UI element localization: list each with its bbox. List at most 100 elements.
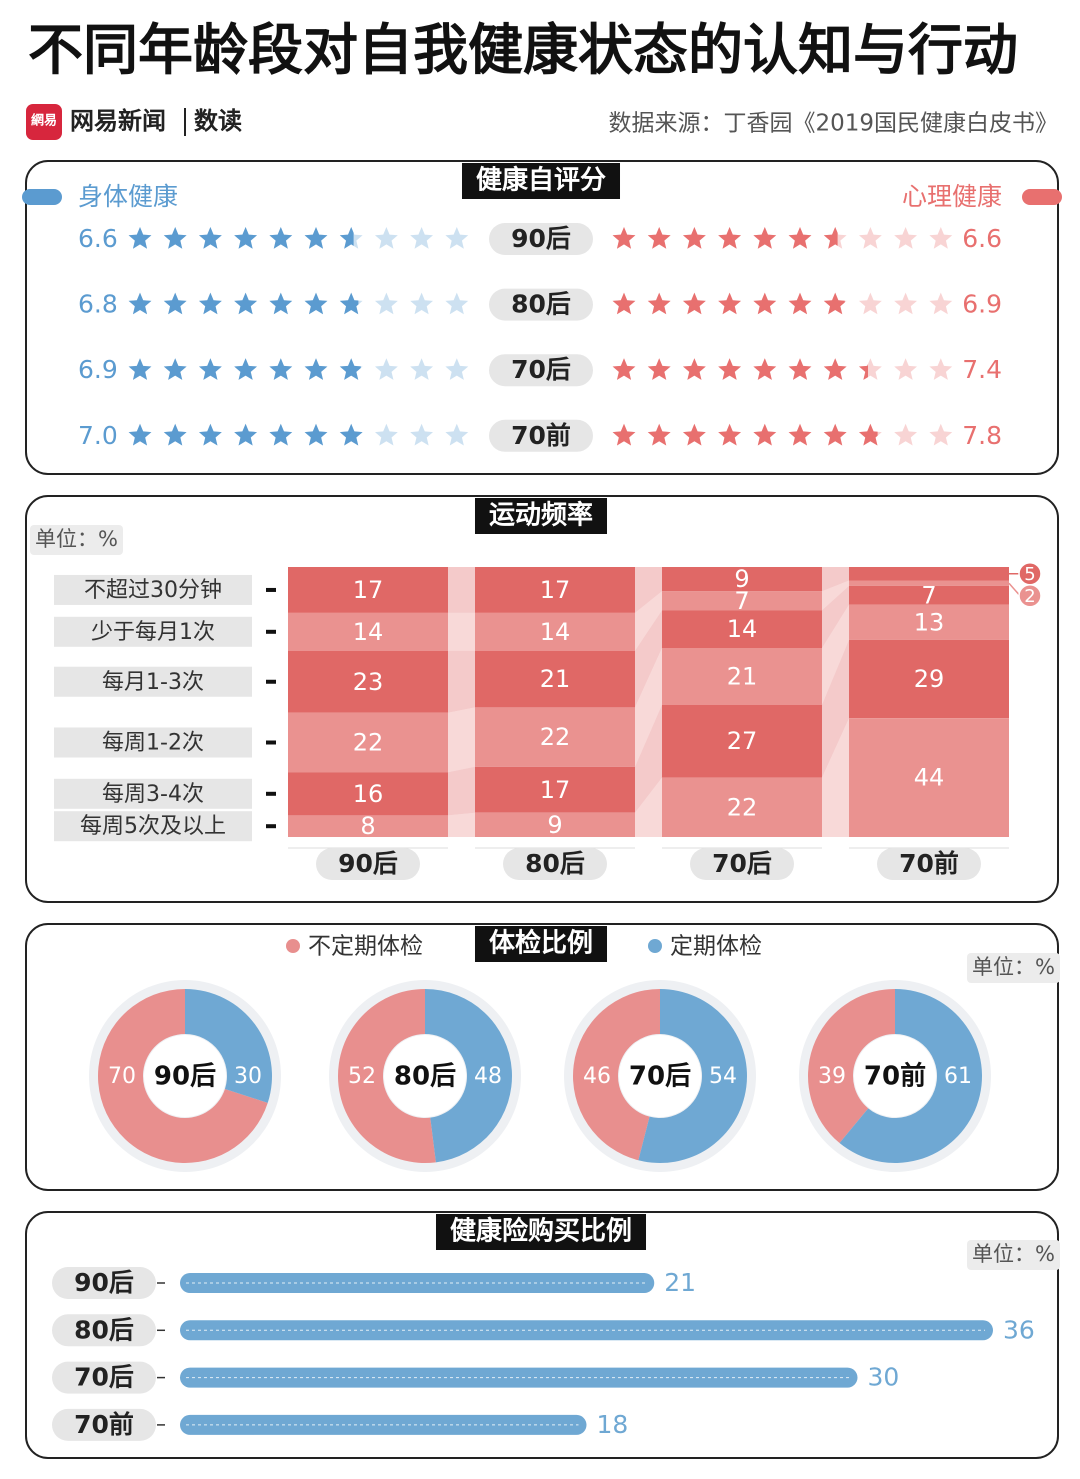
star-filled (234, 423, 258, 446)
bar-segment (475, 812, 635, 837)
category-pill (489, 288, 593, 321)
category-label: 70后 (74, 1363, 134, 1392)
star-rating (612, 358, 953, 380)
category-pill (52, 1314, 156, 1347)
legend-swatch (22, 189, 62, 205)
panel (25, 923, 1059, 1191)
bar-segment (849, 580, 1009, 586)
donut-center (384, 1035, 466, 1117)
star-empty (374, 292, 398, 315)
section-title: 运动频率 (489, 500, 593, 531)
star-filled (718, 358, 742, 380)
star-filled (788, 227, 812, 249)
value-label: 5 (1024, 564, 1035, 585)
value-label: 17 (353, 576, 384, 604)
star-empty (894, 423, 918, 446)
connector (822, 604, 849, 705)
star-filled (198, 358, 222, 380)
star-filled (304, 227, 328, 249)
value-label: 6.9 (962, 290, 1002, 319)
value-label: 29 (914, 665, 945, 693)
star-filled (682, 423, 706, 446)
donut-center (619, 1035, 701, 1117)
star-empty (410, 423, 434, 446)
logo-badge (26, 104, 62, 140)
value-label: 9 (734, 565, 749, 593)
donut-slice (425, 989, 513, 1163)
category-label: 70前 (864, 1061, 926, 1092)
legend-label: 每周1-2次 (102, 731, 204, 756)
value-label: 46 (583, 1064, 611, 1089)
section-title: 健康自评分 (476, 165, 606, 196)
star-filled (788, 358, 812, 380)
value-label: 39 (818, 1064, 846, 1089)
connector (448, 707, 475, 773)
bar-segment (288, 712, 448, 773)
bar (180, 1414, 587, 1435)
star-empty (410, 227, 434, 249)
section-title: 健康险购买比例 (450, 1216, 632, 1247)
unit-label-bg (30, 525, 123, 555)
value-label: 27 (727, 727, 758, 755)
star-filled (718, 227, 742, 249)
value-label: 30 (868, 1363, 900, 1392)
value-label: 6.6 (962, 224, 1002, 253)
bar-segment (849, 604, 1009, 640)
connector (635, 567, 662, 613)
unit-label-bg (967, 1240, 1060, 1270)
bar-segment (475, 612, 635, 651)
category-pill (489, 223, 593, 255)
value-label: 30 (234, 1064, 262, 1089)
connector (448, 612, 475, 651)
star-filled (163, 227, 187, 249)
bar-segment (475, 707, 635, 767)
donut-slice (573, 989, 660, 1161)
legend-dash (266, 679, 276, 684)
bar-segment (475, 766, 635, 813)
star-filled (788, 423, 812, 446)
leader-line (1008, 582, 1021, 597)
legend-dot (286, 939, 300, 953)
value-label: 17 (540, 776, 571, 804)
category-pill (503, 848, 607, 880)
value-label: 14 (727, 615, 758, 643)
star-empty (410, 292, 434, 315)
donut-slice (185, 989, 272, 1103)
star-rating (128, 227, 469, 249)
category-label: 90后 (154, 1062, 216, 1092)
star-filled (753, 227, 777, 249)
connector (448, 650, 475, 713)
value-label: 48 (474, 1064, 502, 1089)
star-empty (929, 358, 953, 380)
connector (822, 718, 849, 837)
bar-segment (475, 650, 635, 708)
value-label: 7 (734, 587, 749, 615)
star-partial (823, 227, 838, 249)
category-label: 80后 (511, 290, 571, 319)
value-label: 13 (914, 608, 945, 636)
star-filled (128, 423, 152, 446)
connector (448, 766, 475, 816)
category-label: 90后 (74, 1268, 134, 1297)
value-label: 14 (353, 618, 384, 646)
bar-segment (288, 567, 448, 613)
category-label: 70后 (629, 1062, 691, 1092)
connector (635, 591, 662, 651)
star-filled (128, 292, 152, 315)
value-label: 17 (540, 576, 571, 604)
star-filled (234, 227, 258, 249)
value-label: 36 (1003, 1315, 1035, 1344)
category-label: 80后 (394, 1062, 456, 1092)
legend-label-bg (54, 616, 252, 647)
star-filled (339, 423, 363, 446)
unit-label: 单位：% (35, 527, 118, 551)
star-filled (612, 423, 636, 446)
star-filled (163, 292, 187, 315)
value-label: 54 (709, 1064, 737, 1089)
donut-slice (97, 989, 268, 1164)
legend-dash (266, 629, 276, 634)
bar-segment (288, 815, 448, 837)
star-filled (198, 227, 222, 249)
star-filled (753, 423, 777, 446)
